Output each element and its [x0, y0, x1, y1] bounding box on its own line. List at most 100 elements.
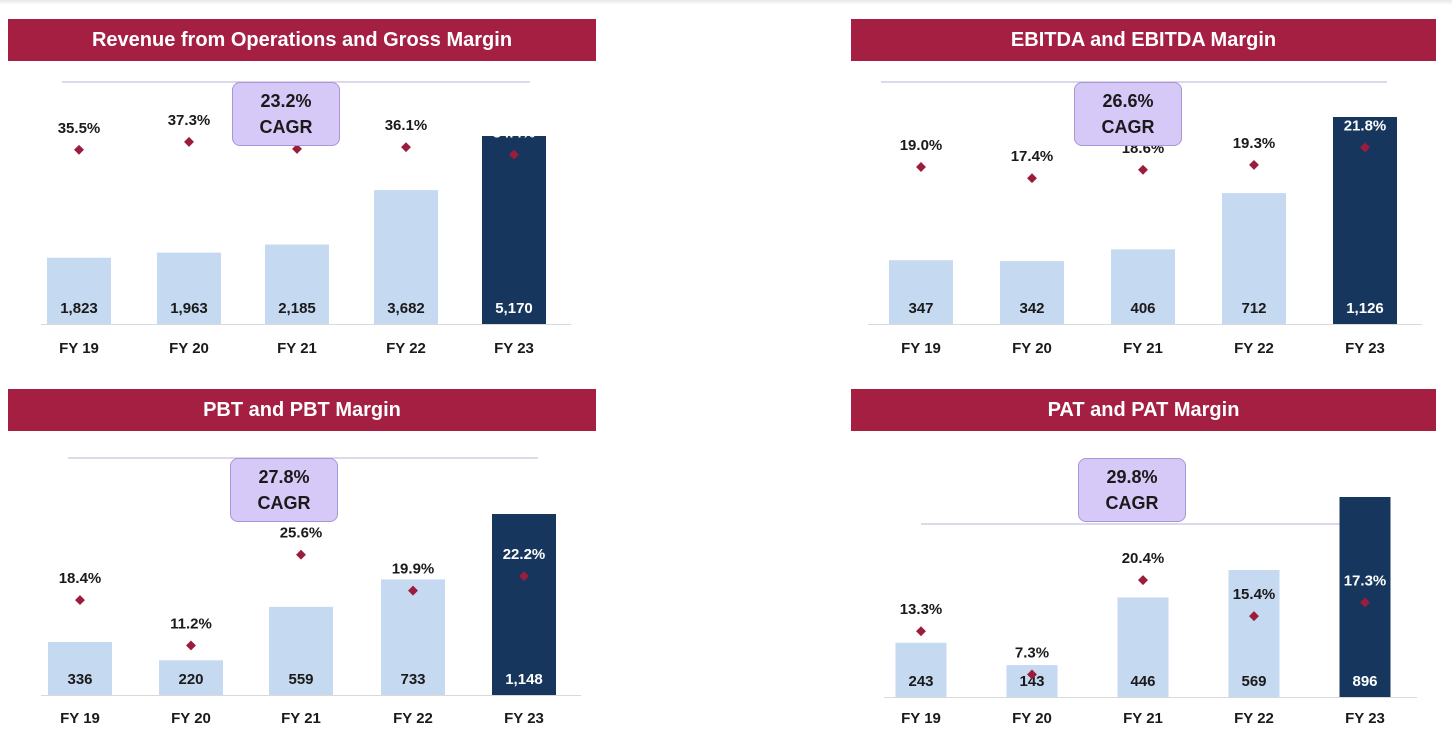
category-label: FY 23 — [1345, 340, 1385, 357]
bar-fy19 — [895, 642, 947, 697]
bar-fy21 — [1111, 249, 1175, 324]
margin-value-label: 35.5% — [58, 120, 101, 137]
bar-value-label: 896 — [1352, 673, 1377, 690]
margin-marker — [509, 149, 519, 160]
cagr-value: 27.8% — [258, 467, 310, 487]
bar-value-label: 342 — [1019, 300, 1044, 317]
bar-fy22 — [381, 579, 445, 695]
margin-marker — [916, 626, 926, 637]
category-label: FY 19 — [60, 710, 100, 727]
margin-value-label: 18.4% — [59, 570, 102, 587]
top-divider — [0, 0, 1452, 5]
category-label: FY 21 — [1123, 340, 1163, 357]
margin-marker — [186, 640, 196, 651]
bar-fy19 — [889, 260, 953, 324]
chart-panel-pbt: PBT and PBT Margin 336 220 559 733 1,148 18.4… — [8, 389, 608, 739]
cagr-badge: 26.6% CAGR — [1074, 82, 1182, 146]
panel-title: Revenue from Operations and Gross Margin — [8, 19, 596, 61]
margin-marker — [1138, 164, 1148, 175]
category-label: FY 20 — [169, 340, 209, 357]
bar-value-label: 336 — [67, 671, 92, 688]
category-label: FY 21 — [277, 340, 317, 357]
chart-panel-revenue: Revenue from Operations and Gross Margin… — [8, 19, 608, 369]
bar-fy21 — [269, 606, 333, 695]
margin-marker — [1027, 669, 1037, 680]
margin-value-label: 17.3% — [1344, 572, 1387, 589]
category-label: FY 22 — [1234, 340, 1274, 357]
margin-value-label: 25.6% — [280, 525, 323, 542]
margin-value-label: 19.3% — [1233, 135, 1276, 152]
bar-fy22 — [374, 190, 438, 324]
margin-marker — [401, 142, 411, 153]
margin-value-label: 36.1% — [385, 117, 428, 134]
margin-value-label: 7.3% — [1015, 644, 1049, 661]
category-label: FY 21 — [1123, 710, 1163, 727]
margin-marker — [1249, 611, 1259, 622]
margin-marker — [408, 585, 418, 596]
chart-panel-ebitda: EBITDA and EBITDA Margin 347 342 406 712 1,1… — [851, 19, 1451, 369]
bar-fy19 — [48, 642, 112, 695]
cagr-badge: 23.2% CAGR — [232, 82, 340, 146]
margin-marker — [1027, 173, 1037, 184]
pat-chart: 243 143 446 569 896 13.3% 7.3% 20.4% 15.4% 17.3% F… — [884, 497, 1417, 727]
margin-marker — [1249, 159, 1259, 170]
bar-value-label: 243 — [908, 673, 933, 690]
margin-marker — [1360, 142, 1370, 153]
bar-value-label: 406 — [1130, 300, 1155, 317]
margin-value-label: 15.4% — [1233, 586, 1276, 603]
margin-marker — [1138, 575, 1148, 586]
bar-value-label: 143 — [1019, 673, 1044, 690]
panel-title: PAT and PAT Margin — [851, 389, 1436, 431]
margin-value-label: 13.3% — [900, 601, 943, 618]
cagr-label: CAGR — [259, 117, 313, 137]
bar-fy23 — [492, 514, 556, 695]
margin-value-label: 11.2% — [170, 615, 212, 632]
revenue-chart: 1,8231,9632,1853,6825,17035.5%37.3%35.7%… — [41, 81, 571, 357]
cagr-label: CAGR — [1101, 117, 1155, 137]
margin-value-label: 20.4% — [1122, 550, 1165, 567]
margin-marker — [916, 162, 926, 172]
margin-marker — [1360, 597, 1370, 608]
bar-value-label: 569 — [1241, 673, 1266, 690]
bar-value-label: 347 — [908, 300, 933, 317]
cagr-label: CAGR — [1105, 493, 1159, 513]
bar-value-label: 5,170 — [495, 300, 533, 317]
cagr-value: 26.6% — [1102, 91, 1154, 111]
panel-title: PBT and PBT Margin — [8, 389, 596, 431]
category-label: FY 19 — [901, 340, 941, 357]
margin-value-label: 22.2% — [503, 546, 546, 563]
margin-marker — [75, 595, 85, 606]
margin-marker — [184, 136, 194, 147]
cagr-label: CAGR — [257, 493, 311, 513]
cagr-value: 29.8% — [1106, 467, 1158, 487]
margin-marker — [292, 143, 302, 154]
cagr-badge: 29.8% CAGR — [1078, 458, 1186, 522]
bar-fy23 — [1339, 497, 1391, 697]
category-label: FY 23 — [1345, 710, 1385, 727]
bar-value-label: 1,823 — [60, 300, 98, 317]
bar-fy20 — [1000, 261, 1064, 324]
bar-fy20 — [157, 252, 221, 324]
margin-value-label: 19.9% — [392, 561, 435, 578]
bar-fy22 — [1228, 569, 1280, 697]
bar-value-label: 1,963 — [170, 300, 208, 317]
margin-value-label: 21.8% — [1344, 117, 1387, 134]
category-label: FY 19 — [59, 340, 99, 357]
category-label: FY 23 — [504, 710, 544, 727]
bar-fy22 — [1222, 193, 1286, 324]
margin-value-label: 37.3% — [168, 112, 211, 129]
category-label: FY 22 — [1234, 710, 1274, 727]
bar-value-label: 2,185 — [278, 300, 316, 317]
bar-fy19 — [47, 257, 111, 324]
chart-panel-pat: PAT and PAT Margin 243 143 446 569 896 13.3% 7… — [851, 389, 1451, 739]
bar-value-label: 1,126 — [1346, 300, 1384, 317]
bar-value-label: 446 — [1130, 673, 1155, 690]
bar-fy21 — [265, 244, 329, 324]
bar-value-label: 712 — [1241, 300, 1266, 317]
cagr-badge: 27.8% CAGR — [230, 458, 338, 522]
category-label: FY 20 — [1012, 340, 1052, 357]
category-label: FY 22 — [393, 710, 433, 727]
category-label: FY 19 — [901, 710, 941, 727]
margin-value-label: 34.4% — [493, 125, 536, 142]
